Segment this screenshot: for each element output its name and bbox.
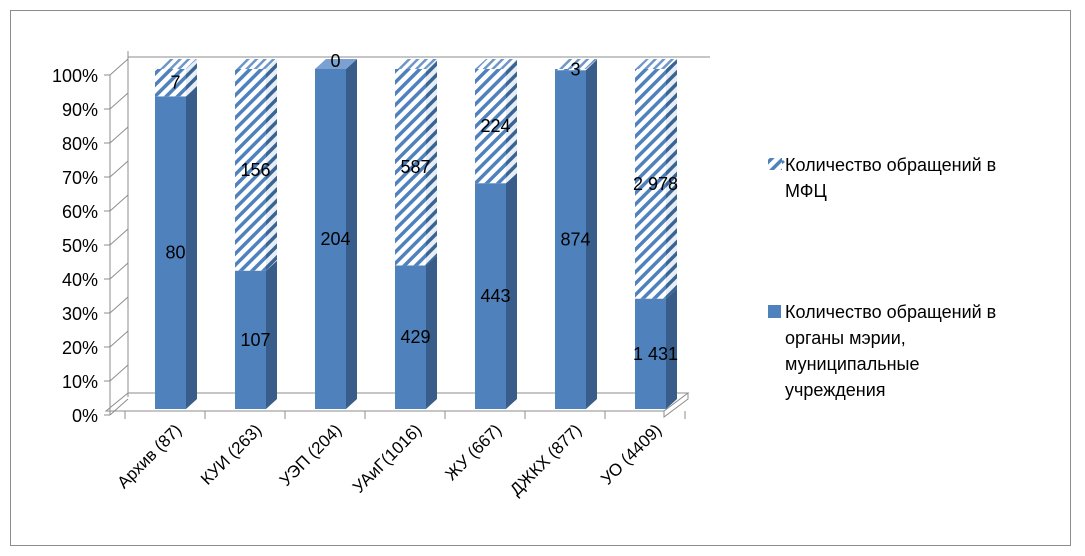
- bar-segment-hatched-side: [266, 59, 277, 271]
- bar-segment-hatched: [235, 69, 266, 271]
- bar-top-cap: [155, 59, 197, 69]
- y-tick-label: 30%: [62, 304, 98, 324]
- bar-series-group: [155, 59, 677, 409]
- chart-legend: Количество обращений в МФЦ Количество обра…: [768, 155, 996, 400]
- floor-edge: [663, 393, 689, 418]
- legend-label-mfc: Количество обращений в: [785, 155, 996, 175]
- bar-segment-hatched: [475, 69, 506, 184]
- y-tick-depth: [109, 262, 129, 280]
- y-tick-depth: [109, 364, 129, 382]
- bar-segment-solid-side: [186, 86, 197, 409]
- bar-top-cap: [635, 59, 677, 69]
- data-label-hatched: 2 978: [633, 174, 678, 194]
- y-tick-label: 20%: [62, 338, 98, 358]
- y-tick-label: 100%: [52, 66, 98, 86]
- data-label-hatched: 224: [480, 116, 510, 136]
- data-label-solid: 443: [480, 286, 510, 306]
- y-tick-label: 50%: [62, 236, 98, 256]
- data-label-hatched: 156: [240, 160, 270, 180]
- category-label: УЭП (204): [276, 420, 345, 489]
- bar-segment-solid-side: [666, 288, 677, 409]
- category-label: ДЖКХ (877): [506, 420, 585, 499]
- data-label-solid: 429: [400, 327, 430, 347]
- y-tick-label: 40%: [62, 270, 98, 290]
- legend-label-mayor: муниципальные: [785, 354, 919, 374]
- data-label-solid: 107: [240, 330, 270, 350]
- bar-segment-hatched: [635, 69, 666, 299]
- data-label-solid: 80: [165, 243, 185, 263]
- y-tick-depth: [109, 160, 129, 178]
- y-tick-depth: [109, 330, 129, 348]
- bar-segment-solid: [315, 69, 346, 409]
- bar-segment-solid-side: [586, 60, 597, 409]
- bar-segment-solid: [475, 183, 506, 409]
- category-label: ЖУ (667): [441, 420, 505, 484]
- legend-label-mfc: МФЦ: [785, 181, 827, 201]
- y-tick-label: 70%: [62, 168, 98, 188]
- y-tick-depth: [109, 194, 129, 212]
- y-tick-depth: [109, 228, 129, 246]
- bar-segment-hatched-side: [666, 59, 677, 299]
- y-tick-label: 0%: [72, 406, 98, 426]
- bar-top-cap: [315, 59, 357, 69]
- legend-swatch-hatched-fill: [768, 158, 782, 170]
- legend-label-mayor: Количество обращений в: [785, 302, 996, 322]
- bar-segment-solid: [555, 70, 586, 409]
- data-label-hatched: 3: [570, 60, 580, 80]
- bar-segment-solid: [235, 270, 266, 409]
- y-tick-depth: [109, 92, 129, 110]
- bar-segment-solid: [155, 96, 186, 409]
- y-tick-label: 80%: [62, 134, 98, 154]
- legend-swatch-solid: [768, 305, 781, 318]
- bar-segment-hatched-side: [586, 59, 597, 71]
- bar-top-cap: [235, 59, 277, 69]
- category-label: УАиГ(1016): [349, 420, 425, 496]
- chart-axes: 0% 10% 20% 30% 40% 50% 60% 70% 80% 90% 100%: [52, 51, 710, 426]
- y-tick-depth: [109, 398, 129, 416]
- bar-segment-solid-side: [266, 260, 277, 409]
- y-tick-label: 60%: [62, 202, 98, 222]
- y-tick-depth: [109, 126, 129, 144]
- bar-top-cap: [395, 59, 437, 69]
- category-label: КУИ (263): [197, 420, 265, 488]
- data-label-hatched: 7: [170, 73, 180, 93]
- category-label: УО (4409): [597, 420, 665, 488]
- y-tick-label: 90%: [62, 100, 98, 120]
- bar-segment-hatched-side: [426, 59, 437, 266]
- category-label: Архив (87): [113, 420, 185, 492]
- y-tick-depth: [109, 296, 129, 314]
- legend-label-mayor: органы мэрии,: [785, 328, 906, 348]
- bar-segment-hatched: [555, 69, 586, 71]
- data-label-solid: 204: [320, 229, 350, 249]
- y-tick-depth: [109, 58, 129, 76]
- data-label-solid: 1 431: [633, 344, 678, 364]
- data-label-hatched: 587: [400, 157, 430, 177]
- data-label-hatched: 0: [330, 51, 340, 71]
- bar-top-cap: [475, 59, 517, 69]
- bar-segment-hatched-side: [186, 59, 197, 97]
- bar-segment-solid: [395, 265, 426, 409]
- bar-segment-solid-side: [506, 173, 517, 409]
- bar-segment-solid-side: [426, 255, 437, 409]
- bar-segment-solid: [635, 298, 666, 409]
- data-label-solid: 874: [560, 230, 590, 250]
- bar-top-cap: [555, 59, 597, 69]
- legend-label-mayor: учреждения: [785, 380, 886, 400]
- bar-segment-hatched: [395, 69, 426, 266]
- bar-segment-hatched-side: [506, 59, 517, 184]
- bar-segment-hatched: [155, 69, 186, 97]
- bar-segment-solid-side: [346, 59, 357, 409]
- y-tick-label: 10%: [62, 372, 98, 392]
